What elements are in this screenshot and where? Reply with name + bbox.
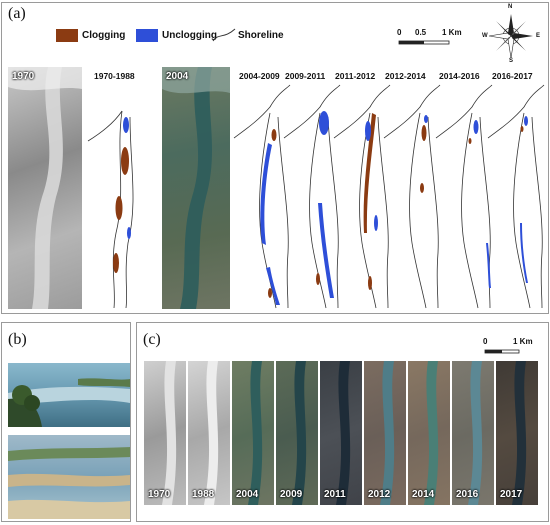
thumb-year-2016: 2016 — [456, 489, 479, 500]
photo-year-2004: 2004 — [166, 71, 189, 82]
thumb-2012: 2012 — [364, 361, 406, 505]
thumb-2014: 2014 — [408, 361, 450, 505]
thumb-year-2012: 2012 — [368, 489, 391, 500]
thumb-year-2009: 2009 — [280, 489, 303, 500]
shoreline-map-2014-2016 — [435, 84, 493, 309]
thumb-2011: 2011 — [320, 361, 362, 505]
thumb-1970: 1970 — [144, 361, 186, 505]
thumb-1988: 1988 — [188, 361, 230, 505]
compass-n: N — [508, 4, 513, 10]
panel-a: (a) Clogging Unclogging Shoreline 0 0.5 … — [1, 2, 549, 314]
north-arrow-compass — [488, 14, 533, 59]
scale-tick-0: 0 — [397, 28, 402, 37]
thumb-year-2004: 2004 — [236, 489, 259, 500]
thumb-2017: 2017 — [496, 361, 538, 505]
thumb-2004: 2004 — [232, 361, 274, 505]
unclogging-swatch — [136, 29, 158, 42]
thumb-year-2011: 2011 — [324, 489, 346, 500]
scale-bar — [398, 40, 450, 45]
shoreline-map-2016-2017 — [487, 84, 545, 309]
c-scale-tick-1km: 1 Km — [513, 337, 533, 346]
thumb-2009: 2009 — [276, 361, 318, 505]
c-scale-tick-0: 0 — [483, 337, 488, 346]
c-scale-bar — [484, 349, 520, 354]
thumb-year-1988: 1988 — [192, 489, 215, 500]
shoreline-legend-line — [212, 28, 236, 42]
legend-shoreline: Shoreline — [238, 30, 284, 41]
legend-clogging: Clogging — [82, 30, 126, 41]
river-photo-upper — [8, 363, 130, 427]
thumb-year-1970: 1970 — [148, 489, 171, 500]
compass-s: S — [509, 58, 514, 64]
scale-tick-1km: 1 Km — [442, 28, 462, 37]
photo-year-1970: 1970 — [12, 71, 35, 82]
period-label-2011-2012: 2011-2012 — [335, 71, 376, 81]
thumb-2016: 2016 — [452, 361, 494, 505]
period-label-1970-1988: 1970-1988 — [94, 71, 135, 81]
thumb-year-2017: 2017 — [500, 489, 523, 500]
period-label-2012-2014: 2012-2014 — [385, 71, 426, 81]
shoreline-map-2011-2012 — [333, 84, 391, 309]
clogging-swatch — [56, 29, 78, 42]
panel-b: (b) — [1, 322, 131, 522]
panel-c: (c) 0 1 Km 1970 1988 2004 2009 2011 2012… — [136, 322, 549, 522]
shoreline-map-2012-2014 — [383, 84, 441, 309]
period-label-2016-2017: 2016-2017 — [492, 71, 533, 81]
shoreline-map-2004-2009 — [233, 84, 291, 309]
period-label-2014-2016: 2014-2016 — [439, 71, 480, 81]
compass-w: W — [482, 33, 488, 39]
shoreline-map-2009-2011 — [283, 84, 341, 309]
period-label-2009-2011: 2009-2011 — [285, 71, 326, 81]
panel-c-label: (c) — [143, 331, 161, 348]
scale-tick-half: 0.5 — [415, 28, 427, 37]
satellite-photo-1970: 1970 — [8, 67, 82, 309]
satellite-photo-2004: 2004 — [162, 67, 230, 309]
shoreline-map-1970-1988 — [87, 110, 134, 309]
river-photo-lower — [8, 435, 130, 519]
period-label-2004-2009: 2004-2009 — [239, 71, 280, 81]
legend-unclogging: Unclogging — [162, 30, 217, 41]
compass-e: E — [536, 33, 541, 39]
thumb-year-2014: 2014 — [412, 489, 435, 500]
panel-a-label: (a) — [8, 5, 26, 22]
panel-b-label: (b) — [8, 331, 27, 348]
